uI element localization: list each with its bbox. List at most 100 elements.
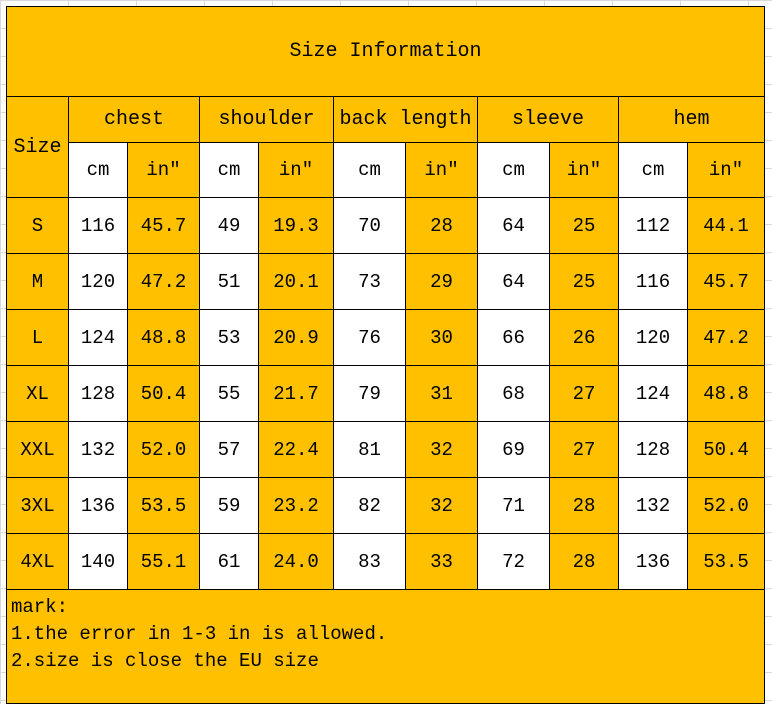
cm-value: 120: [68, 253, 128, 310]
cm-value: 132: [618, 477, 688, 534]
in-value: 53.5: [127, 477, 200, 534]
table-title: Size Information: [5, 6, 766, 97]
cm-value: 69: [477, 421, 550, 478]
unit-header-in: in″: [549, 142, 619, 198]
cm-value: 70: [333, 197, 406, 254]
in-value: 48.8: [686, 365, 766, 422]
in-value: 26: [549, 309, 619, 366]
unit-header-in: in″: [405, 142, 478, 198]
in-value: 32: [405, 477, 478, 534]
table-row: XXL 132 52.0 57 22.4 81 32 69 27 128 50.4: [6, 421, 766, 478]
table-row: M 120 47.2 51 20.1 73 29 64 25 116 45.7: [6, 253, 766, 310]
cm-value: 49: [199, 197, 259, 254]
cm-value: 83: [333, 533, 406, 590]
cm-value: 116: [68, 197, 128, 254]
in-value: 47.2: [127, 253, 200, 310]
in-value: 29: [405, 253, 478, 310]
in-value: 21.7: [258, 365, 334, 422]
unit-header-cm: cm: [477, 142, 550, 198]
in-value: 28: [405, 197, 478, 254]
table-row: 3XL 136 53.5 59 23.2 82 32 71 28 132 52.0: [6, 477, 766, 534]
in-value: 28: [549, 533, 619, 590]
in-value: 32: [405, 421, 478, 478]
in-value: 20.1: [258, 253, 334, 310]
size-label: XL: [6, 365, 69, 422]
size-label: 3XL: [6, 477, 69, 534]
cm-value: 136: [68, 477, 128, 534]
cm-value: 61: [199, 533, 259, 590]
in-value: 45.7: [127, 197, 200, 254]
cm-value: 140: [68, 533, 128, 590]
in-value: 47.2: [686, 309, 766, 366]
size-label: S: [6, 197, 69, 254]
cm-value: 57: [199, 421, 259, 478]
cm-value: 71: [477, 477, 550, 534]
column-group-header: back length: [333, 96, 478, 143]
in-value: 31: [405, 365, 478, 422]
cm-value: 72: [477, 533, 550, 590]
size-label: 4XL: [6, 533, 69, 590]
cm-value: 55: [199, 365, 259, 422]
cm-value: 120: [618, 309, 688, 366]
cm-value: 112: [618, 197, 688, 254]
cm-value: 53: [199, 309, 259, 366]
column-group-header: hem: [617, 96, 766, 143]
in-value: 50.4: [686, 421, 766, 478]
in-value: 30: [405, 309, 478, 366]
cm-value: 128: [618, 421, 688, 478]
note-line: mark:: [11, 596, 69, 618]
unit-header-cm: cm: [68, 142, 128, 198]
cm-value: 51: [199, 253, 259, 310]
size-label: L: [6, 309, 69, 366]
in-value: 25: [549, 197, 619, 254]
in-value: 27: [549, 421, 619, 478]
column-group-header: chest: [68, 96, 200, 143]
in-value: 22.4: [258, 421, 334, 478]
cm-value: 68: [477, 365, 550, 422]
cm-value: 132: [68, 421, 128, 478]
cm-value: 116: [618, 253, 688, 310]
unit-header-cm: cm: [199, 142, 259, 198]
table-row: L 124 48.8 53 20.9 76 30 66 26 120 47.2: [6, 309, 766, 366]
cm-value: 64: [477, 253, 550, 310]
cm-value: 64: [477, 197, 550, 254]
in-value: 50.4: [127, 365, 200, 422]
in-value: 24.0: [258, 533, 334, 590]
in-value: 48.8: [127, 309, 200, 366]
in-value: 44.1: [686, 197, 766, 254]
in-value: 23.2: [258, 477, 334, 534]
in-value: 19.3: [258, 197, 334, 254]
cm-value: 81: [333, 421, 406, 478]
notes: mark: 1.the error in 1-3 in is allowed. 2.…: [5, 589, 766, 704]
unit-header-in: in″: [686, 142, 766, 198]
size-label: XXL: [6, 421, 69, 478]
cm-value: 128: [68, 365, 128, 422]
note-line: 2.size is close the EU size: [11, 650, 319, 672]
in-value: 53.5: [686, 533, 766, 590]
size-header: Size: [6, 96, 69, 198]
table-row: XL 128 50.4 55 21.7 79 31 68 27 124 48.8: [6, 365, 766, 422]
unit-header-in: in″: [127, 142, 200, 198]
cm-value: 136: [618, 533, 688, 590]
column-group-header: shoulder: [199, 96, 334, 143]
in-value: 33: [405, 533, 478, 590]
column-group-header: sleeve: [477, 96, 619, 143]
table-row: S 116 45.7 49 19.3 70 28 64 25 112 44.1: [6, 197, 766, 254]
in-value: 52.0: [127, 421, 200, 478]
cm-value: 124: [618, 365, 688, 422]
note-line: 1.the error in 1-3 in is allowed.: [11, 623, 388, 645]
in-value: 20.9: [258, 309, 334, 366]
cm-value: 76: [333, 309, 406, 366]
unit-header-cm: cm: [333, 142, 406, 198]
in-value: 55.1: [127, 533, 200, 590]
size-label: M: [6, 253, 69, 310]
in-value: 45.7: [686, 253, 766, 310]
size-chart-table: Size Information Size chest shoulder back l…: [5, 6, 766, 704]
in-value: 52.0: [686, 477, 766, 534]
in-value: 25: [549, 253, 619, 310]
cm-value: 124: [68, 309, 128, 366]
unit-header-in: in″: [258, 142, 334, 198]
unit-header-cm: cm: [618, 142, 688, 198]
in-value: 27: [549, 365, 619, 422]
in-value: 28: [549, 477, 619, 534]
